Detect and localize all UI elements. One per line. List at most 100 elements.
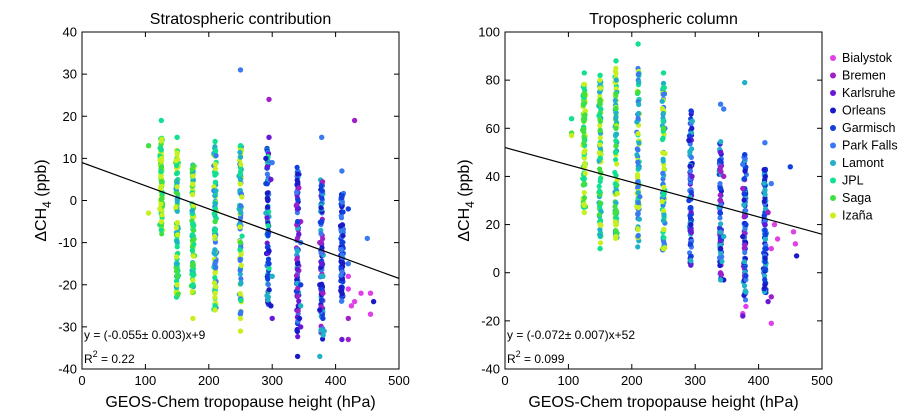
legend-item-label: Park Falls bbox=[842, 139, 898, 153]
y-axis-label: ΔCH4 (ppb) bbox=[456, 159, 477, 241]
data-point-bialystok bbox=[367, 290, 374, 296]
data-point bbox=[612, 149, 619, 155]
data-point bbox=[741, 283, 748, 289]
x-axis-label: GEOS-Chem tropopause height (hPa) bbox=[105, 394, 375, 411]
data-point bbox=[718, 164, 724, 170]
data-point-bremen bbox=[266, 96, 272, 103]
data-point bbox=[613, 131, 619, 137]
y-tick-label: 30 bbox=[63, 67, 77, 82]
data-point-park-falls bbox=[717, 101, 724, 107]
data-point-bialystok bbox=[771, 221, 778, 228]
data-point bbox=[339, 195, 345, 201]
data-point bbox=[717, 192, 723, 198]
data-point bbox=[318, 205, 324, 211]
data-point-bialystok bbox=[768, 320, 774, 326]
data-point-orleans bbox=[294, 261, 301, 267]
data-point bbox=[581, 181, 587, 187]
data-point bbox=[175, 291, 181, 298]
data-point bbox=[159, 212, 165, 218]
data-point bbox=[581, 190, 587, 196]
data-point-garmisch bbox=[294, 218, 301, 225]
data-point bbox=[211, 184, 217, 190]
data-point bbox=[265, 281, 271, 288]
data-point bbox=[581, 149, 587, 155]
data-point bbox=[635, 190, 641, 196]
data-point bbox=[173, 158, 179, 164]
data-point-karlsruhe bbox=[765, 298, 771, 305]
data-point bbox=[340, 209, 346, 215]
data-point bbox=[660, 156, 666, 162]
data-point bbox=[635, 159, 641, 165]
data-point-jpl bbox=[597, 72, 603, 79]
data-point-orleans bbox=[793, 253, 800, 259]
data-point bbox=[319, 195, 325, 201]
data-point bbox=[295, 197, 301, 203]
data-point-karlsruhe bbox=[268, 176, 274, 183]
data-point-orleans bbox=[688, 221, 694, 228]
data-point bbox=[158, 196, 164, 202]
data-point-bialystok bbox=[348, 303, 355, 309]
data-point bbox=[237, 267, 243, 273]
data-point bbox=[581, 175, 587, 181]
x-tick-label: 200 bbox=[621, 373, 643, 388]
data-point bbox=[158, 174, 164, 180]
y-tick-label: 0 bbox=[70, 193, 77, 208]
data-points bbox=[505, 41, 822, 326]
data-point bbox=[237, 149, 243, 155]
data-point bbox=[189, 192, 196, 198]
data-point-izaña bbox=[237, 315, 244, 322]
y-label-part: ΔCH bbox=[33, 208, 50, 242]
data-point bbox=[295, 308, 301, 314]
data-point bbox=[597, 200, 604, 206]
data-point-park-falls bbox=[762, 140, 768, 146]
data-point bbox=[189, 237, 195, 244]
data-point bbox=[741, 202, 747, 208]
data-point-karlsruhe bbox=[269, 315, 275, 322]
data-point bbox=[175, 232, 181, 238]
data-point bbox=[636, 110, 642, 117]
legend-marker bbox=[830, 90, 836, 96]
data-point-izaña bbox=[145, 210, 152, 216]
x-tick-label: 100 bbox=[135, 373, 157, 388]
data-point bbox=[212, 200, 219, 207]
data-point-lamont bbox=[317, 353, 323, 360]
data-point bbox=[597, 122, 603, 129]
x-tick-label: 500 bbox=[811, 373, 833, 388]
data-point bbox=[635, 147, 641, 153]
data-point bbox=[238, 215, 244, 221]
data-point bbox=[265, 231, 271, 237]
data-point-orleans bbox=[263, 155, 269, 162]
legend-item-label: Lamont bbox=[842, 156, 884, 170]
data-point-izaña bbox=[212, 290, 218, 296]
data-point bbox=[237, 291, 243, 297]
data-point bbox=[237, 224, 243, 230]
data-point bbox=[158, 201, 164, 207]
data-point bbox=[158, 179, 164, 185]
data-point-bialystok bbox=[768, 245, 774, 252]
data-point-saga bbox=[145, 143, 152, 149]
fit-line bbox=[82, 162, 399, 279]
data-point-bremen bbox=[345, 315, 351, 322]
x-tick-label: 200 bbox=[198, 373, 220, 388]
data-point bbox=[636, 79, 642, 85]
data-point bbox=[597, 77, 603, 83]
data-point-saga bbox=[174, 273, 180, 279]
data-point bbox=[158, 186, 164, 192]
data-point bbox=[717, 270, 724, 276]
y-tick-label: 40 bbox=[486, 169, 500, 184]
data-point bbox=[717, 254, 723, 261]
data-point bbox=[212, 294, 218, 300]
data-point bbox=[212, 233, 218, 239]
data-point bbox=[762, 259, 768, 265]
data-point-orleans bbox=[266, 248, 272, 254]
data-point-bialystok bbox=[345, 286, 351, 292]
data-point bbox=[688, 108, 694, 114]
data-point bbox=[717, 157, 723, 163]
data-point bbox=[717, 215, 723, 221]
data-point-izaña bbox=[174, 282, 180, 288]
data-point bbox=[742, 226, 748, 232]
data-point bbox=[190, 221, 196, 227]
data-point bbox=[596, 212, 602, 218]
data-point-lamont bbox=[320, 273, 326, 279]
data-point-lamont bbox=[743, 289, 749, 295]
